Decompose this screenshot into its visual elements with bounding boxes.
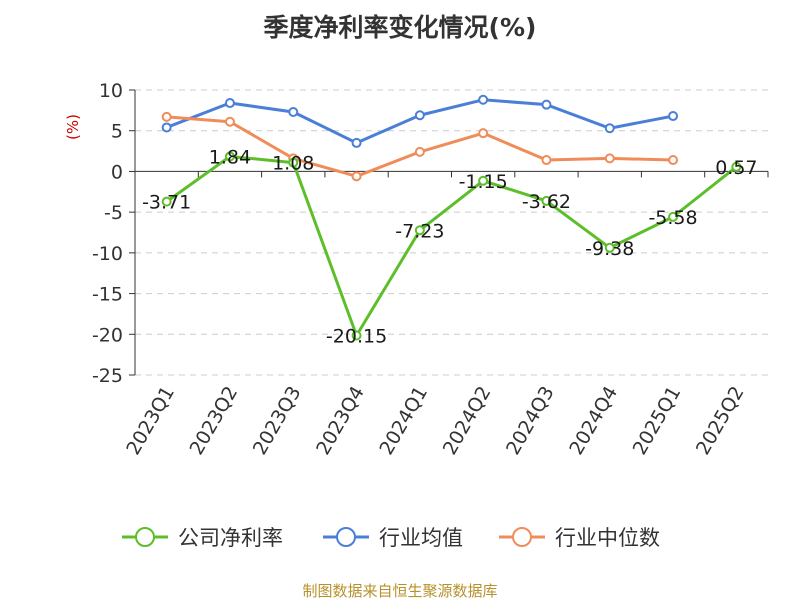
data-point (668, 155, 679, 166)
grid-lines (135, 89, 768, 376)
legend: 公司净利率 行业均值 行业中位数 (122, 526, 660, 550)
data-label: -9.38 (585, 238, 634, 260)
x-tick-label: 2024Q1 (375, 383, 432, 459)
series-line (166, 98, 674, 145)
y-tick-label: 5 (111, 121, 123, 143)
data-point (604, 242, 615, 253)
data-point (224, 151, 235, 162)
data-point (161, 196, 172, 207)
data-point (731, 161, 742, 172)
data-point (604, 123, 615, 134)
x-tick-label: 2024Q2 (439, 383, 496, 459)
data-point (604, 153, 615, 164)
data-point (541, 195, 552, 206)
y-tick-label: -20 (92, 324, 123, 346)
data-point (414, 146, 425, 157)
data-label: 0.57 (715, 157, 757, 179)
series-line (165, 154, 738, 338)
data-label: -1.15 (459, 171, 508, 193)
data-point (161, 111, 172, 122)
y-tick-label: -25 (92, 365, 123, 387)
y-axis-label: (%) (64, 114, 82, 140)
legend-marker (336, 527, 356, 547)
legend-marker (135, 527, 155, 547)
data-label: -7.23 (395, 220, 444, 242)
x-tick-label: 2025Q2 (692, 383, 749, 459)
legend-marker (512, 527, 532, 547)
data-point (668, 211, 679, 222)
data-point (224, 98, 235, 109)
x-tick-label: 2024Q4 (565, 383, 622, 459)
series-layer (161, 94, 742, 341)
data-point (414, 225, 425, 236)
data-point (288, 106, 299, 117)
x-tick-label: 2025Q1 (629, 383, 686, 459)
data-point (478, 128, 489, 139)
x-tick-label: 2023Q3 (249, 383, 306, 459)
data-label: 1.84 (209, 146, 251, 168)
data-point (351, 330, 362, 341)
data-point (478, 94, 489, 105)
data-labels: -3.71 1.84 1.08 -20.15 -7.23 -1.15 -3.62 -9.38-… (142, 146, 757, 347)
data-point (668, 111, 679, 122)
data-label: -20.15 (326, 326, 387, 348)
data-label: -3.62 (522, 191, 571, 213)
data-label: 1.08 (272, 153, 314, 175)
footer-source: 制图数据来自恒生聚源数据库 (302, 582, 498, 600)
y-tick-label: -10 (92, 243, 123, 265)
y-tick-label: 0 (111, 161, 123, 183)
x-tick-label: 2023Q4 (312, 383, 369, 459)
data-point (161, 122, 172, 133)
legend-label: 公司净利率 (178, 526, 283, 550)
y-tick-label: 10 (99, 80, 123, 102)
y-tick-label: -15 (92, 284, 123, 306)
data-label: -3.71 (142, 192, 191, 214)
data-point (351, 171, 362, 182)
y-tick-label: -5 (104, 202, 123, 224)
chart-title: 季度净利率变化情况(%) (263, 13, 537, 42)
data-point (414, 110, 425, 121)
x-tick-label: 2024Q3 (502, 383, 559, 459)
data-label: -5.58 (648, 207, 697, 229)
data-point (541, 99, 552, 110)
x-tick-label: 2023Q1 (122, 383, 179, 459)
legend-label: 行业均值 (379, 526, 463, 550)
data-point (224, 116, 235, 127)
data-point (288, 157, 299, 168)
legend-label: 行业中位数 (555, 526, 660, 550)
data-point (478, 175, 489, 186)
data-point (541, 155, 552, 166)
data-point (351, 137, 362, 148)
x-tick-label: 2023Q2 (186, 383, 243, 459)
